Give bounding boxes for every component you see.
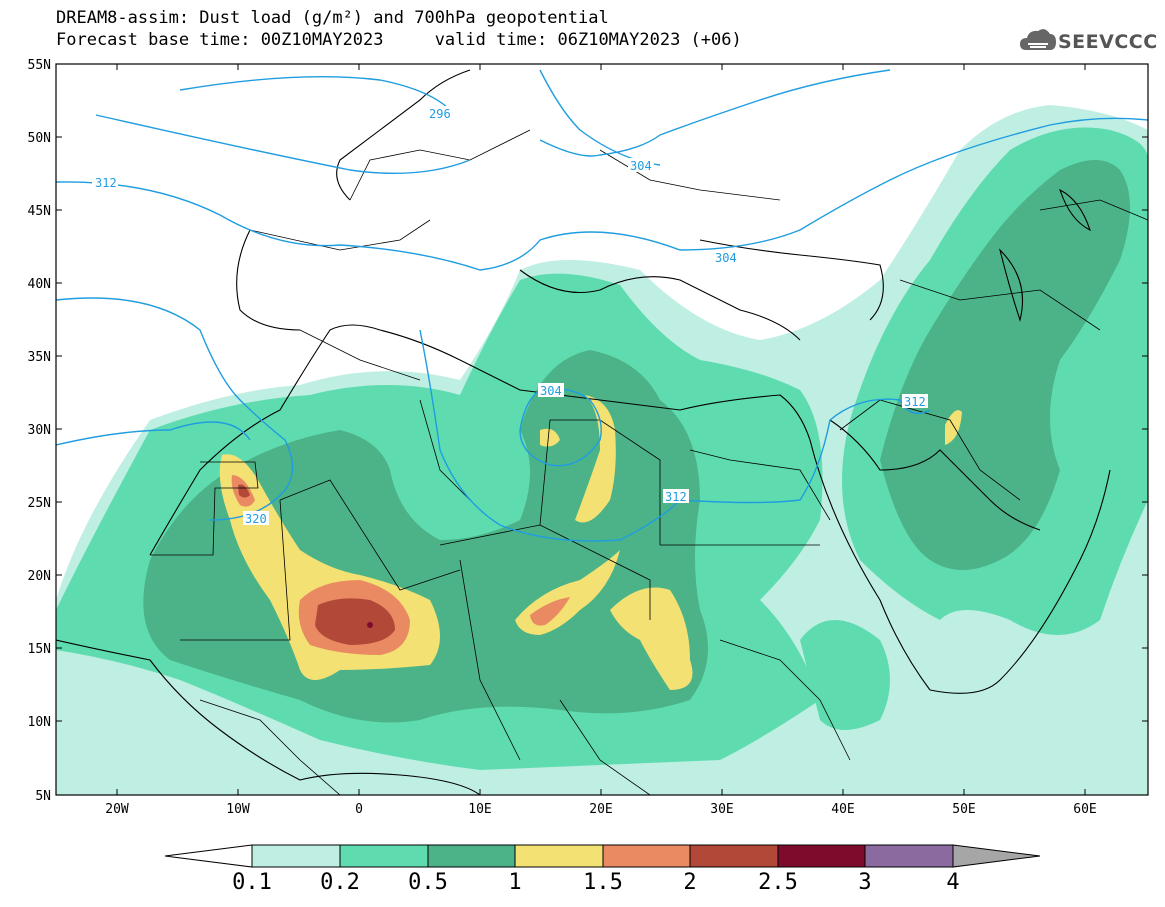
lon-label-10w: 10W — [226, 802, 250, 817]
colorbar-label-2: 2 — [683, 870, 697, 895]
lat-label-50n: 50N — [28, 131, 51, 146]
lon-label-0: 0 — [355, 802, 363, 817]
colorbar-label-0.1: 0.1 — [232, 870, 272, 895]
lat-label-10n: 10N — [28, 715, 51, 730]
axis-ticks — [56, 63, 1148, 796]
lat-label-45n: 45N — [28, 204, 51, 219]
lat-label-35n: 35N — [28, 350, 51, 365]
lat-label-20n: 20N — [28, 569, 51, 584]
colorbar-swatch-2.5 — [777, 844, 866, 868]
lat-label-40n: 40N — [28, 277, 51, 292]
colorbar-swatch-1 — [514, 844, 604, 868]
colorbar-label-1: 1 — [508, 870, 522, 895]
colorbar-swatch-1.5 — [602, 844, 691, 868]
colorbar-high-arrow — [952, 844, 1041, 868]
colorbar-swatch-0.5 — [427, 844, 516, 868]
contour-label-320: 320 — [245, 512, 267, 526]
lon-label-10e: 10E — [468, 802, 491, 817]
lon-label-60e: 60E — [1073, 802, 1096, 817]
contour-label-304-east: 304 — [715, 251, 737, 265]
dust-level-2.5 — [367, 622, 373, 628]
colorbar-swatch-3 — [864, 844, 954, 868]
lon-label-20w: 20W — [105, 802, 129, 817]
lon-label-50e: 50E — [952, 802, 975, 817]
title-line-1: DREAM8-assim: Dust load (g/m²) and 700hP… — [56, 8, 609, 28]
geopotential-contours — [56, 69, 1148, 542]
colorbar-label-4: 4 — [946, 870, 960, 895]
logo-text: SEEVCCC — [1058, 31, 1158, 53]
colorbar-label-0.5: 0.5 — [408, 870, 448, 895]
lon-label-40e: 40E — [831, 802, 854, 817]
colorbar — [164, 844, 1041, 868]
contour-labels: 296 304 304 312 304 312 312 320 — [92, 106, 928, 526]
title-line-2: Forecast base time: 00Z10MAY2023 valid t… — [56, 30, 742, 50]
contour-label-312-egypt: 312 — [665, 490, 687, 504]
colorbar-label-3: 3 — [858, 870, 872, 895]
cloud-icon — [1020, 29, 1056, 50]
colorbar-label-1.5: 1.5 — [583, 870, 623, 895]
colorbar-label-0.2: 0.2 — [320, 870, 360, 895]
contour-label-312-west: 312 — [95, 176, 117, 190]
colorbar-swatch-0.1 — [251, 844, 341, 868]
colorbar-swatch-2 — [689, 844, 779, 868]
lat-label-5n: 5N — [35, 789, 51, 804]
lon-label-30e: 30E — [710, 802, 733, 817]
lat-label-55n: 55N — [28, 58, 51, 73]
country-borders — [150, 129, 1148, 795]
contour-label-296: 296 — [429, 107, 451, 121]
lat-label-15n: 15N — [28, 642, 51, 657]
contour-label-312-iraq: 312 — [904, 395, 926, 409]
colorbar-label-2.5: 2.5 — [758, 870, 798, 895]
lon-label-20e: 20E — [589, 802, 612, 817]
colorbar-low-arrow — [164, 844, 253, 868]
contour-label-304-north: 304 — [630, 159, 652, 173]
colorbar-swatch-0.2 — [339, 844, 429, 868]
lat-label-30n: 30N — [28, 423, 51, 438]
contour-label-304-libya: 304 — [540, 384, 562, 398]
coastlines — [56, 69, 1111, 795]
lat-label-25n: 25N — [28, 496, 51, 511]
